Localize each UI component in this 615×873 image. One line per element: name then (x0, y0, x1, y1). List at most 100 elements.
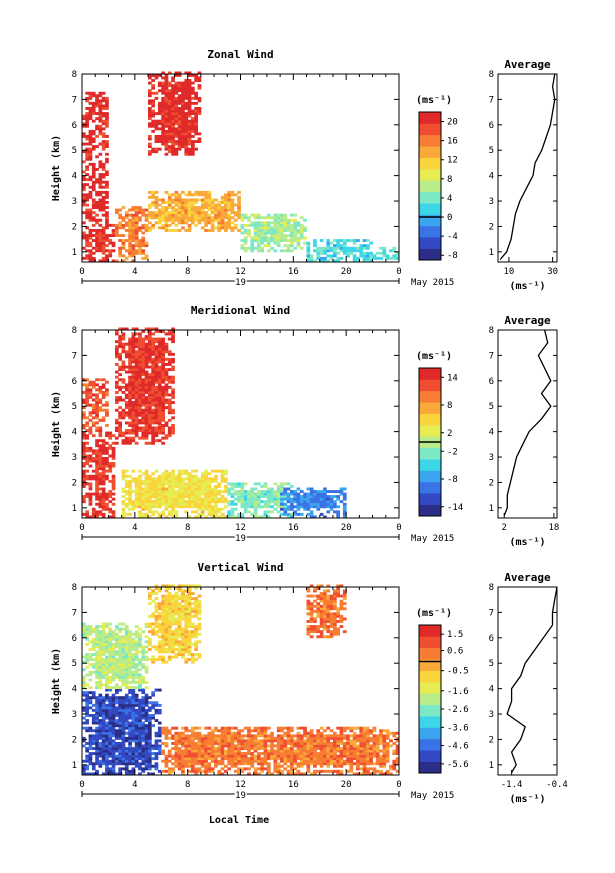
heatmap-cell (148, 396, 152, 399)
heatmap-cell (253, 505, 258, 509)
heatmap-cell (115, 734, 119, 738)
heatmap-cell (82, 495, 86, 498)
heatmap-cell (134, 734, 139, 738)
heatmap-cell (174, 617, 179, 621)
heatmap-cell (141, 762, 146, 766)
heatmap-cell (128, 708, 132, 712)
heatmap-cell (191, 119, 195, 123)
heatmap-cell (194, 510, 198, 514)
heatmap-cell (85, 91, 89, 95)
heatmap-cell (144, 418, 149, 422)
heatmap-cell (191, 492, 195, 496)
heatmap-cell (151, 752, 155, 755)
heatmap-cell (111, 714, 116, 717)
heatmap-cell (171, 198, 175, 202)
heatmap-cell (128, 406, 132, 410)
heatmap-cell (280, 487, 284, 491)
heatmap-cell (200, 477, 205, 481)
heatmap-cell (101, 185, 106, 189)
heatmap-cell (98, 742, 103, 745)
heatmap-cell (91, 234, 96, 237)
heatmap-cell (329, 249, 334, 253)
heatmap-cell (98, 762, 103, 766)
heatmap-cell (101, 127, 106, 131)
heatmap-cell (138, 398, 142, 402)
heatmap-cell (157, 370, 162, 374)
heatmap-cell (95, 482, 99, 486)
heatmap-cell (174, 203, 179, 207)
heatmap-cell (148, 345, 152, 349)
heatmap-cell (121, 627, 126, 631)
heatmap-cell (167, 330, 172, 333)
heatmap-cell (124, 213, 129, 217)
heatmap-cell (157, 137, 162, 141)
heatmap-cell (167, 137, 172, 141)
heatmap-cell (184, 726, 189, 730)
heatmap-cell (187, 485, 192, 488)
heatmap-cell (194, 91, 198, 95)
heatmap-cell (197, 512, 202, 516)
heatmap-cell (128, 642, 132, 646)
heatmap-cell (91, 256, 96, 260)
heatmap-cell (184, 208, 189, 212)
heatmap-cell (131, 729, 136, 733)
heatmap-cell (101, 259, 106, 263)
heatmap-cell (101, 660, 106, 664)
heatmap-cell (88, 211, 93, 215)
heatmap-cell (167, 124, 172, 128)
heatmap-cell (161, 140, 165, 143)
heatmap-cell (154, 597, 159, 601)
heatmap-cell (194, 114, 198, 118)
heatmap-cell (336, 244, 340, 248)
heatmap-cell (131, 365, 136, 369)
heatmap-cell (167, 368, 172, 371)
heatmap-cell (257, 236, 261, 240)
heatmap-cell (98, 497, 103, 501)
heatmap-cell (128, 673, 132, 677)
heatmap-cell (134, 675, 139, 679)
heatmap-cell (296, 495, 301, 498)
heatmap-cell (148, 122, 152, 126)
heatmap-cell (128, 502, 132, 506)
heatmap-cell (151, 472, 155, 476)
heatmap-cell (164, 599, 169, 603)
heatmap-cell (148, 487, 152, 491)
heatmap-cell (161, 216, 165, 220)
heatmap-cell (151, 216, 155, 220)
heatmap-cell (164, 226, 169, 230)
heatmap-cell (167, 625, 172, 628)
heatmap-cell (164, 609, 169, 613)
heatmap-cell (184, 135, 189, 138)
heatmap-cell (187, 135, 192, 138)
heatmap-cell (138, 251, 142, 255)
heatmap-cell (283, 490, 288, 493)
heatmap-cell (240, 515, 245, 519)
heatmap-cell (108, 630, 113, 634)
heatmap-cell (164, 635, 169, 639)
heatmap-cell (247, 218, 251, 222)
heatmap-cell (207, 505, 212, 509)
heatmap-cell (184, 89, 189, 93)
heatmap-cell (177, 487, 182, 491)
heatmap-cell (187, 147, 192, 151)
heatmap-cell (95, 749, 99, 753)
heatmap-cell (217, 211, 222, 215)
heatmap-cell (134, 373, 139, 377)
heatmap-cell (98, 754, 103, 758)
heatmap-cell (280, 221, 284, 225)
heatmap-cell (220, 515, 225, 519)
heatmap-cell (115, 724, 119, 728)
heatmap-cell (128, 670, 132, 674)
heatmap-cell (105, 401, 109, 404)
heatmap-cell (227, 223, 231, 227)
heatmap-cell (207, 221, 212, 225)
heatmap-cell (134, 482, 139, 486)
heatmap-cell (167, 500, 172, 504)
heatmap-cell (118, 357, 122, 361)
heatmap-cell (283, 502, 288, 506)
heatmap-cell (171, 340, 175, 344)
heatmap-cell (138, 512, 142, 516)
date-day-label: 19 (235, 278, 246, 288)
heatmap-cell (257, 515, 261, 519)
heatmap-cell (111, 693, 116, 697)
